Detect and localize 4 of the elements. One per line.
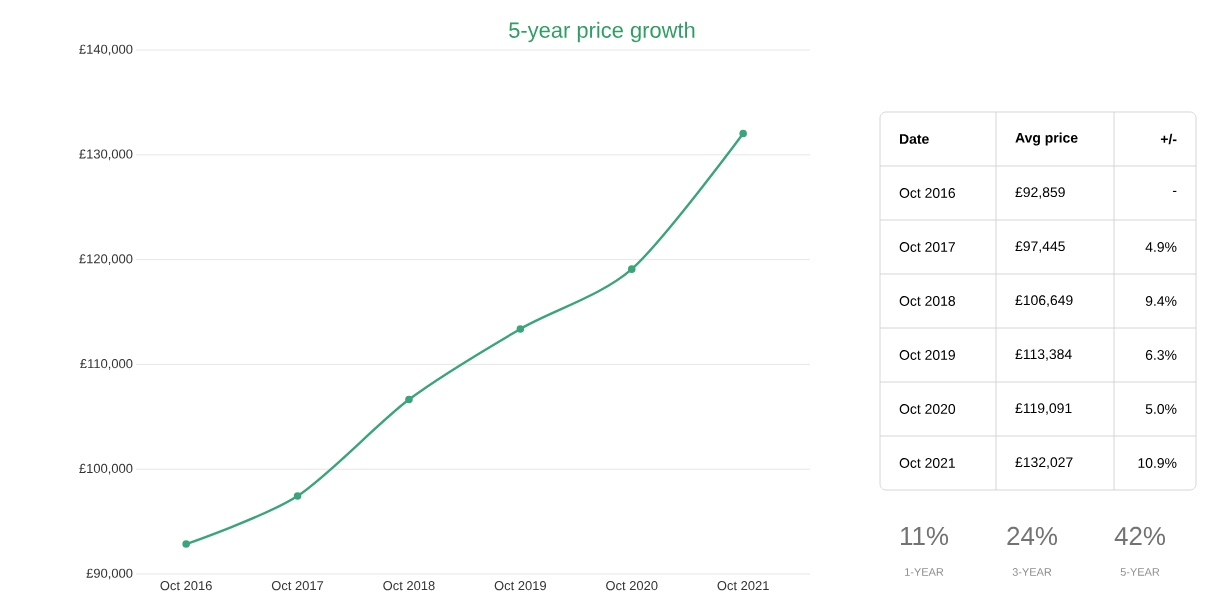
text: 24% [1007,526,1058,546]
chart-title: 5-year price growth [509,21,695,43]
text: 42% [1114,526,1166,546]
text: 11% [901,526,949,546]
